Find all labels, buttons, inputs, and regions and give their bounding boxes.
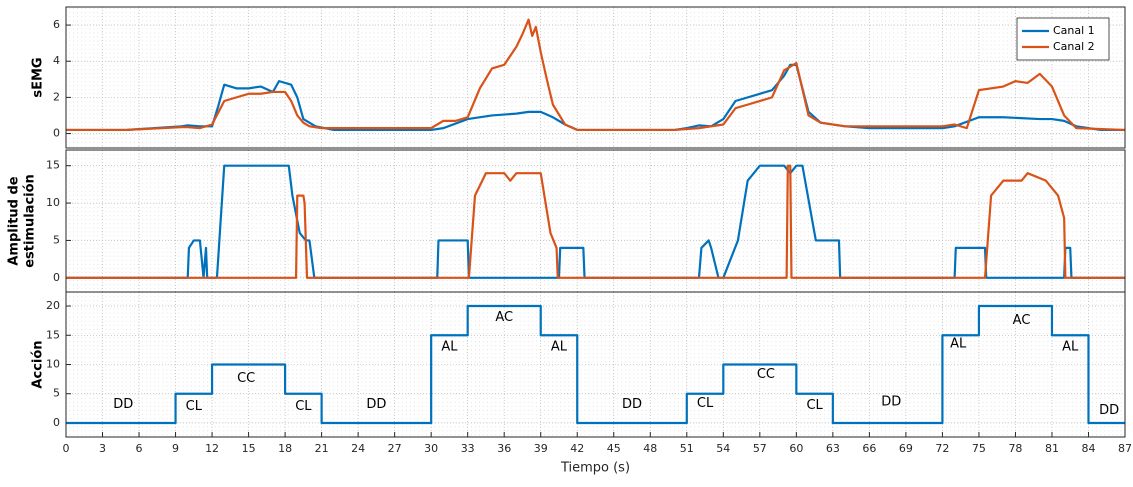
series-line [66, 164, 1125, 279]
x-tick-label: 33 [461, 442, 475, 455]
x-tick-label: 36 [497, 442, 511, 455]
legend-box [1016, 17, 1110, 61]
x-tick-label: 21 [315, 442, 329, 455]
x-tick-label: 66 [862, 442, 876, 455]
series-line [66, 304, 1125, 425]
plot-frame [65, 291, 1126, 438]
y-tick-label: 5 [53, 233, 60, 246]
annotation: DD [881, 394, 901, 409]
annotation: CL [806, 398, 823, 413]
series-line [66, 18, 1126, 132]
annotation: AL [1062, 339, 1079, 354]
x-tick-label: 18 [278, 442, 292, 455]
annotation: CL [295, 399, 312, 414]
x-tick-label: 24 [351, 442, 365, 455]
annotation: AC [1013, 313, 1031, 328]
x-tick-label: 84 [1081, 442, 1095, 455]
annotation: DD [1099, 403, 1119, 418]
legend-label: Canal 1 [1053, 24, 1095, 37]
annotation: AL [950, 337, 967, 352]
x-tick-label: 45 [607, 442, 621, 455]
x-tick-label: 3 [99, 442, 106, 455]
x-tick-label: 87 [1118, 442, 1132, 455]
x-tick-label: 69 [899, 442, 913, 455]
annotation: CC [237, 371, 255, 386]
x-axis-label: Tiempo (s) [560, 461, 630, 476]
x-tick-label: 54 [716, 442, 730, 455]
y-tick-label: 4 [53, 54, 60, 67]
annotation: AC [495, 310, 513, 325]
y-tick-label: 15 [46, 159, 60, 172]
annotation: AL [441, 339, 458, 354]
x-tick-label: 48 [643, 442, 657, 455]
x-tick-label: 39 [534, 442, 548, 455]
x-tick-label: 42 [570, 442, 584, 455]
x-tick-label: 57 [753, 442, 767, 455]
y-tick-label: 20 [46, 299, 60, 312]
x-tick-label: 0 [63, 442, 70, 455]
x-tick-label: 81 [1045, 442, 1059, 455]
annotation: DD [113, 397, 133, 412]
legend-label: Canal 2 [1053, 40, 1095, 53]
y-tick-label: 0 [53, 416, 60, 429]
y-axis-label: Amplitud de [7, 176, 22, 265]
annotation: AL [551, 339, 568, 354]
x-tick-label: 72 [935, 442, 949, 455]
x-tick-label: 9 [172, 442, 179, 455]
x-tick-label: 63 [826, 442, 840, 455]
y-tick-label: 5 [53, 387, 60, 400]
annotation: CL [697, 396, 714, 411]
annotation: DD [622, 397, 642, 412]
y-axis-label: sEMG [31, 57, 46, 97]
y-axis-label: estimulación [23, 174, 38, 268]
x-tick-label: 60 [789, 442, 803, 455]
plot-frame [65, 6, 1126, 149]
y-tick-label: 6 [53, 18, 60, 31]
y-axis-label: Acción [31, 340, 46, 388]
x-tick-label: 51 [680, 442, 694, 455]
y-tick-label: 10 [46, 196, 60, 209]
y-tick-label: 10 [46, 358, 60, 371]
annotation: CC [757, 367, 775, 382]
x-tick-label: 15 [242, 442, 256, 455]
y-tick-label: 15 [46, 328, 60, 341]
annotation: DD [366, 397, 386, 412]
annotation: CL [186, 399, 203, 414]
plot-area [66, 150, 1125, 292]
y-tick-label: 2 [53, 90, 60, 103]
y-tick-label: 0 [53, 127, 60, 140]
y-tick-label: 0 [53, 271, 60, 284]
x-tick-label: 78 [1008, 442, 1022, 455]
x-tick-label: 6 [136, 442, 143, 455]
x-tick-label: 27 [388, 442, 402, 455]
x-tick-label: 75 [972, 442, 986, 455]
x-tick-label: 12 [205, 442, 219, 455]
x-tick-label: 30 [424, 442, 438, 455]
